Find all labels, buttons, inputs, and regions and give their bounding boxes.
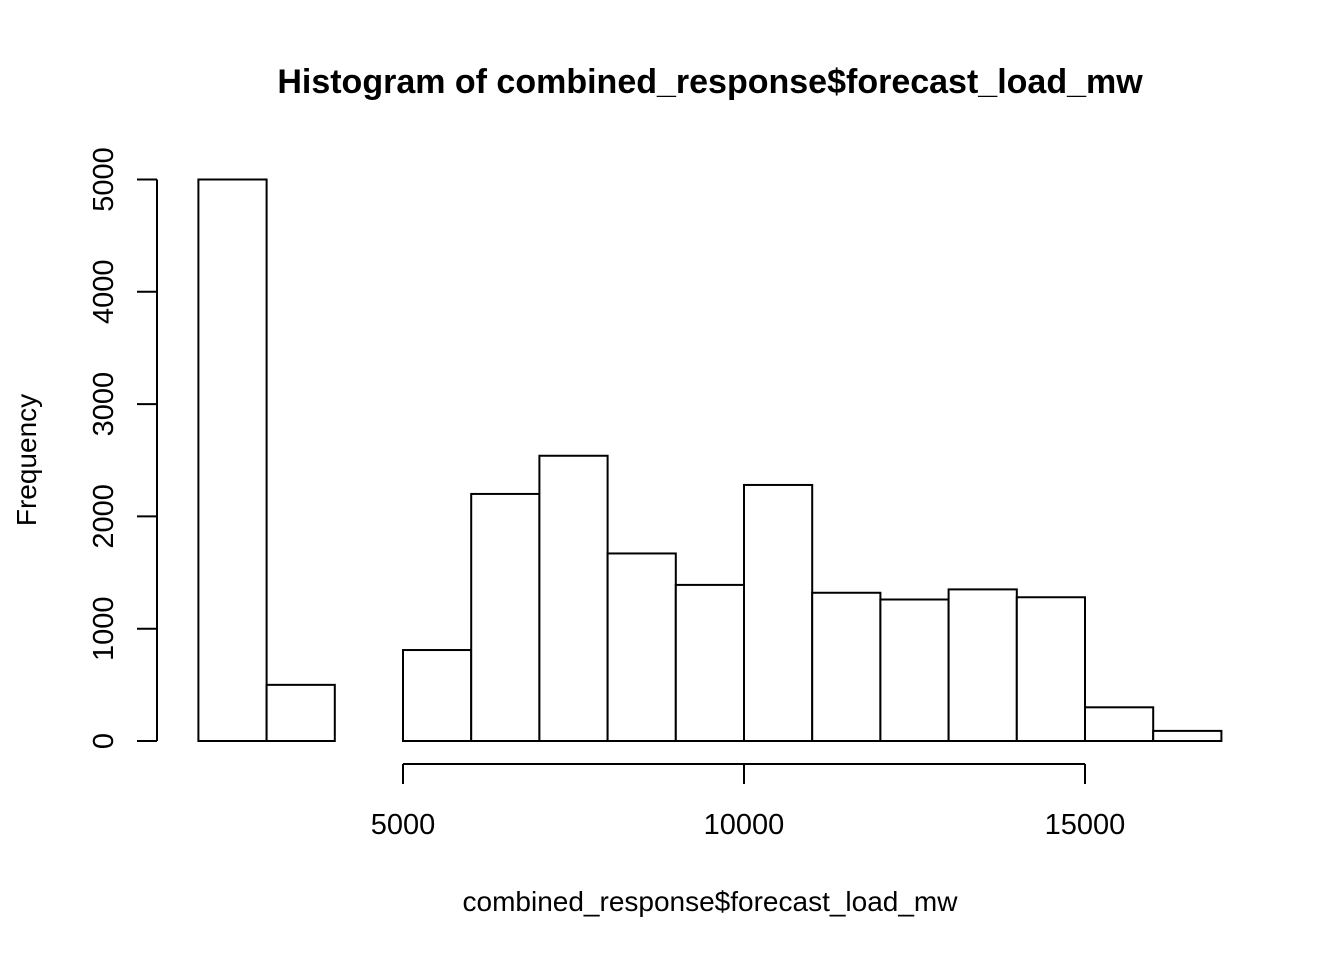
y-tick-label-3: 3000: [88, 372, 120, 437]
histogram-bars: [197, 178, 1223, 743]
histogram-bar-13: [1084, 706, 1155, 742]
y-tick-label-1: 1000: [88, 596, 120, 661]
histogram-bar-7: [674, 583, 745, 743]
x-axis-label: combined_response$forecast_load_mw: [463, 886, 959, 917]
x-tick-label-0: 5000: [371, 809, 436, 841]
histogram-bar-5: [538, 454, 609, 742]
histogram-bar-1: [265, 683, 336, 742]
y-tick-label-2: 2000: [88, 484, 120, 549]
histogram-bar-9: [811, 591, 882, 742]
histogram-bar-8: [743, 483, 814, 742]
chart-title: Histogram of combined_response$forecast_…: [277, 63, 1143, 101]
y-tick-label-5: 5000: [88, 147, 120, 212]
y-axis: 0 1000 2000 3000 4000 5000: [88, 147, 158, 749]
x-tick-label-2: 15000: [1045, 809, 1126, 841]
y-tick-label-4: 4000: [88, 260, 120, 325]
histogram-bar-11: [947, 588, 1018, 743]
y-axis-label: Frequency: [11, 394, 42, 526]
histogram-bar-3: [402, 649, 473, 742]
histogram-bar-6: [606, 552, 677, 742]
histogram-bar-4: [470, 492, 541, 742]
histogram-bar-14: [1152, 729, 1223, 743]
x-tick-label-1: 10000: [704, 809, 785, 841]
histogram-bar-0: [197, 178, 268, 742]
y-tick-label-0: 0: [88, 733, 120, 749]
histogram-bar-10: [879, 598, 950, 743]
histogram-bar-12: [1015, 596, 1086, 742]
x-axis: 5000 10000 15000: [371, 763, 1126, 841]
